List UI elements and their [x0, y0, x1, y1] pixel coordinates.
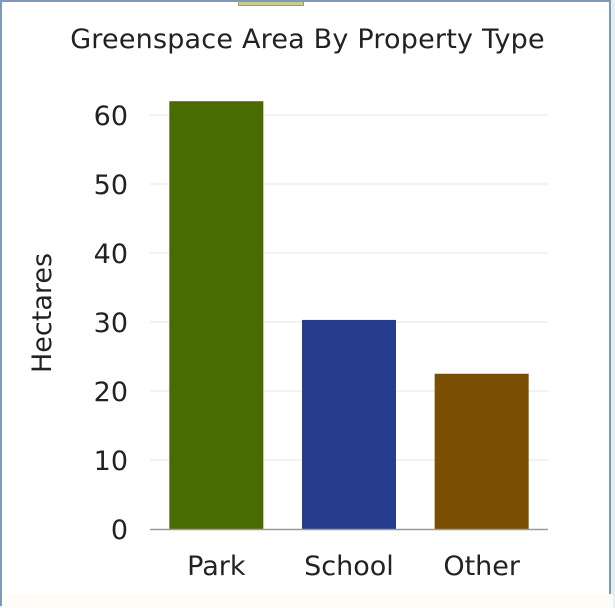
y-tick-label-0: 0	[111, 515, 128, 546]
y-axis-label: Hectares	[27, 253, 58, 373]
bar-school	[302, 319, 396, 529]
bar-park	[169, 101, 264, 529]
y-tick-label-20: 20	[94, 377, 128, 408]
y-tick-label-30: 30	[94, 308, 128, 339]
chart-title: Greenspace Area By Property Type	[70, 24, 545, 55]
x-tick-label-school: School	[304, 551, 394, 582]
bars	[169, 101, 529, 529]
y-tick-label-50: 50	[94, 170, 128, 201]
y-tick-label-60: 60	[94, 101, 128, 132]
bottom-strip	[2, 594, 613, 608]
y-tick-label-10: 10	[94, 446, 128, 477]
x-tick-label-other: Other	[443, 551, 521, 582]
window-tab	[238, 2, 304, 6]
y-tick-label-40: 40	[94, 239, 128, 270]
x-tick-label-park: Park	[187, 551, 246, 582]
bar-other	[434, 373, 529, 529]
axes: 0 10 20 30 40 50 60 Park School Other	[94, 101, 548, 582]
